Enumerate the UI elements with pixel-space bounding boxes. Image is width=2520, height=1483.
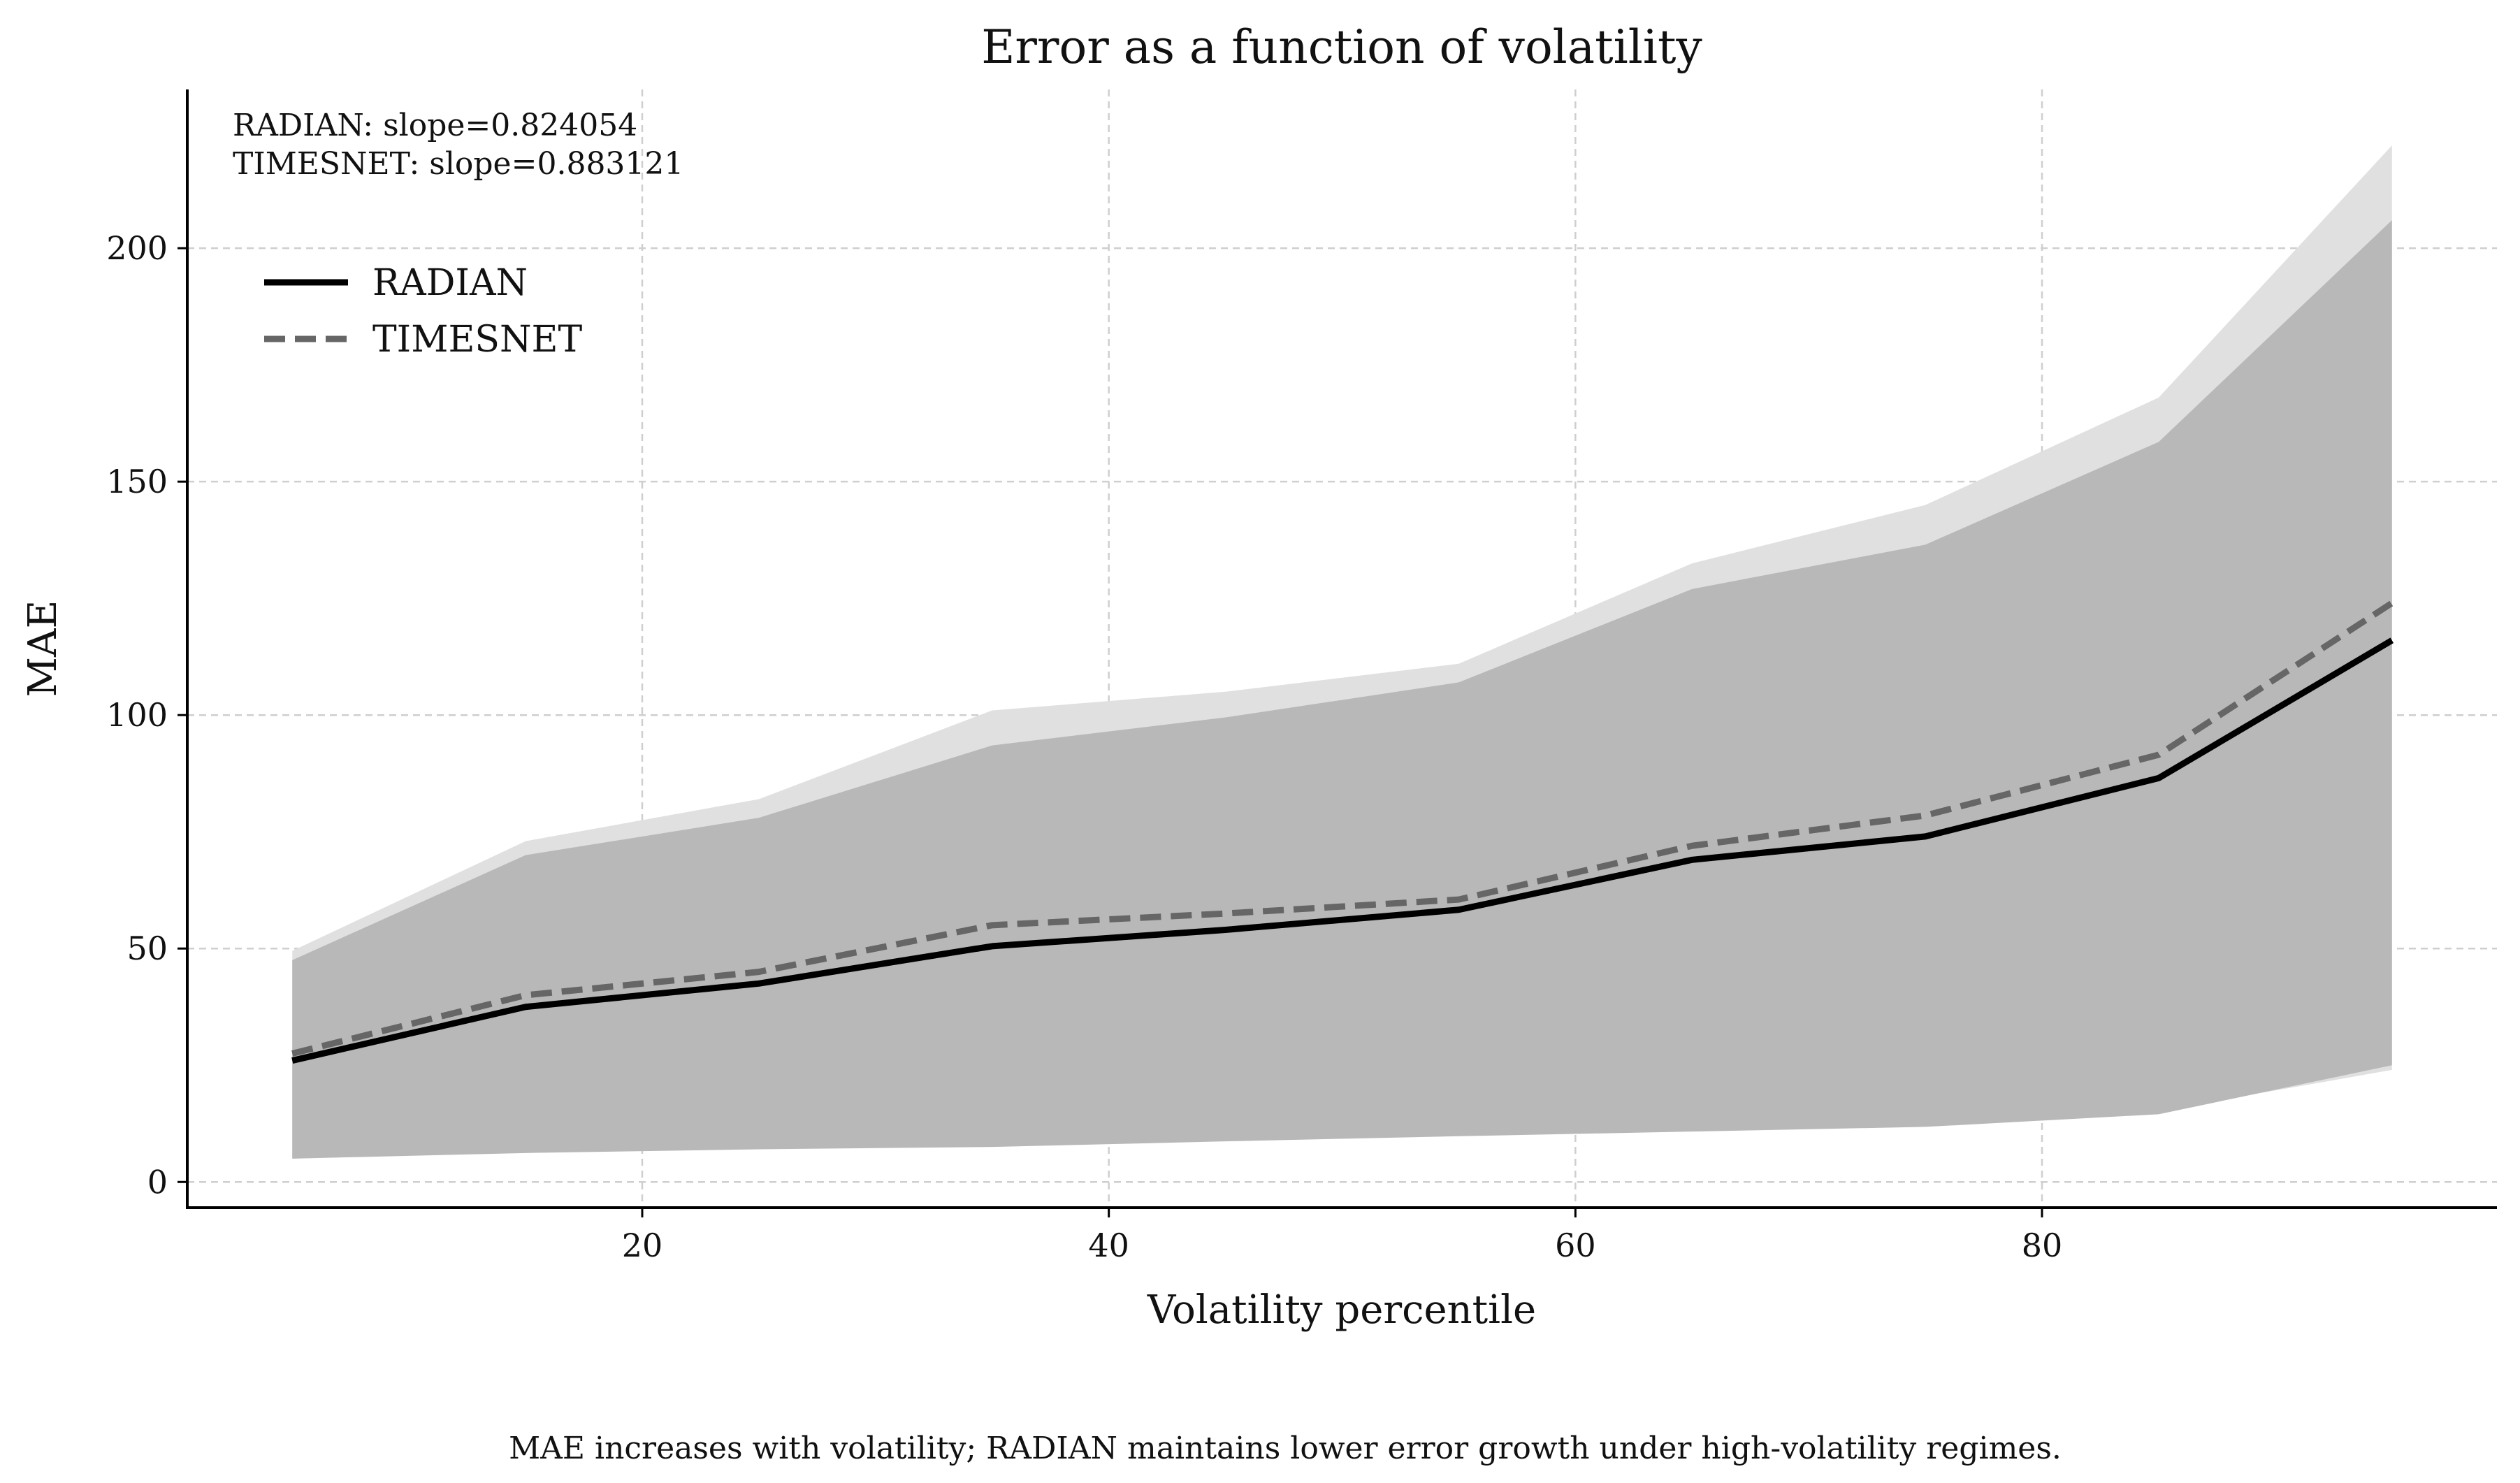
- x-tick-label: 20: [622, 1227, 663, 1264]
- legend-label-timesnet: TIMESNET: [372, 319, 583, 361]
- x-tick-label: 40: [1088, 1227, 1129, 1264]
- x-tick-label: 60: [1555, 1227, 1596, 1264]
- annotation-radian-slope: RADIAN: slope=0.824054: [233, 108, 637, 143]
- legend-label-radian: RADIAN: [372, 262, 528, 304]
- confidence-bands: [292, 145, 2392, 1159]
- legend: RADIAN TIMESNET: [264, 262, 583, 361]
- y-axis-label: MAE: [20, 600, 66, 697]
- y-tick-label: 50: [126, 929, 168, 967]
- series-lines: [291, 600, 2394, 1064]
- y-tick-label: 0: [147, 1163, 168, 1201]
- band-radian: [292, 220, 2392, 1159]
- y-tick-label: 200: [106, 229, 168, 267]
- line-timesnet: [291, 600, 2394, 1057]
- ticks: 20 40 60 80 0 50 100 150 200: [106, 229, 2062, 1264]
- y-tick-label: 150: [106, 463, 168, 500]
- x-tick-label: 80: [2022, 1227, 2063, 1264]
- annotation-timesnet-slope: TIMESNET: slope=0.883121: [233, 146, 683, 182]
- x-axis-label: Volatility percentile: [1147, 1287, 1536, 1333]
- line-radian: [291, 637, 2394, 1064]
- axes: [186, 89, 2497, 1209]
- y-tick-label: 100: [106, 696, 168, 734]
- figure-caption: MAE increases with volatility; RADIAN ma…: [509, 1431, 2062, 1466]
- chart-title: Error as a function of volatility: [981, 20, 1702, 74]
